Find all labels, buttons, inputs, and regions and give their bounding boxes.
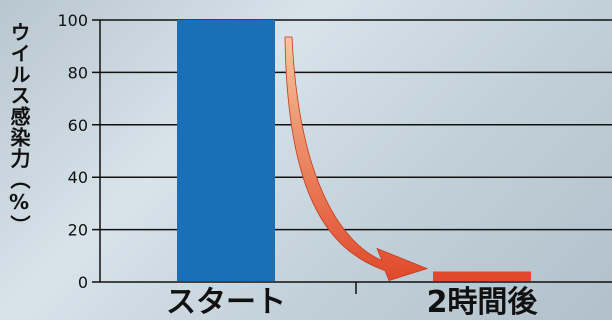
- y-tick-labels: 0 20 40 60 80 100: [57, 11, 88, 292]
- y-tick-label: 80: [68, 63, 88, 82]
- y-axis-label: ウイルス感染力（%）: [7, 22, 31, 236]
- y-tick-label: 40: [68, 168, 88, 187]
- x-tick-labels: スタート 2時間後: [166, 285, 538, 320]
- y-tick-label: 60: [68, 116, 88, 135]
- bars: [177, 20, 531, 281]
- bar-1: [177, 20, 275, 281]
- x-category-label: スタート: [166, 285, 286, 320]
- y-tick-label: 100: [57, 11, 88, 30]
- decrease-arrow: [284, 36, 429, 282]
- x-category-label: 2時間後: [427, 285, 539, 320]
- bar-2: [433, 271, 531, 281]
- y-tick-label: 0: [78, 273, 88, 292]
- y-tick-label: 20: [68, 221, 88, 240]
